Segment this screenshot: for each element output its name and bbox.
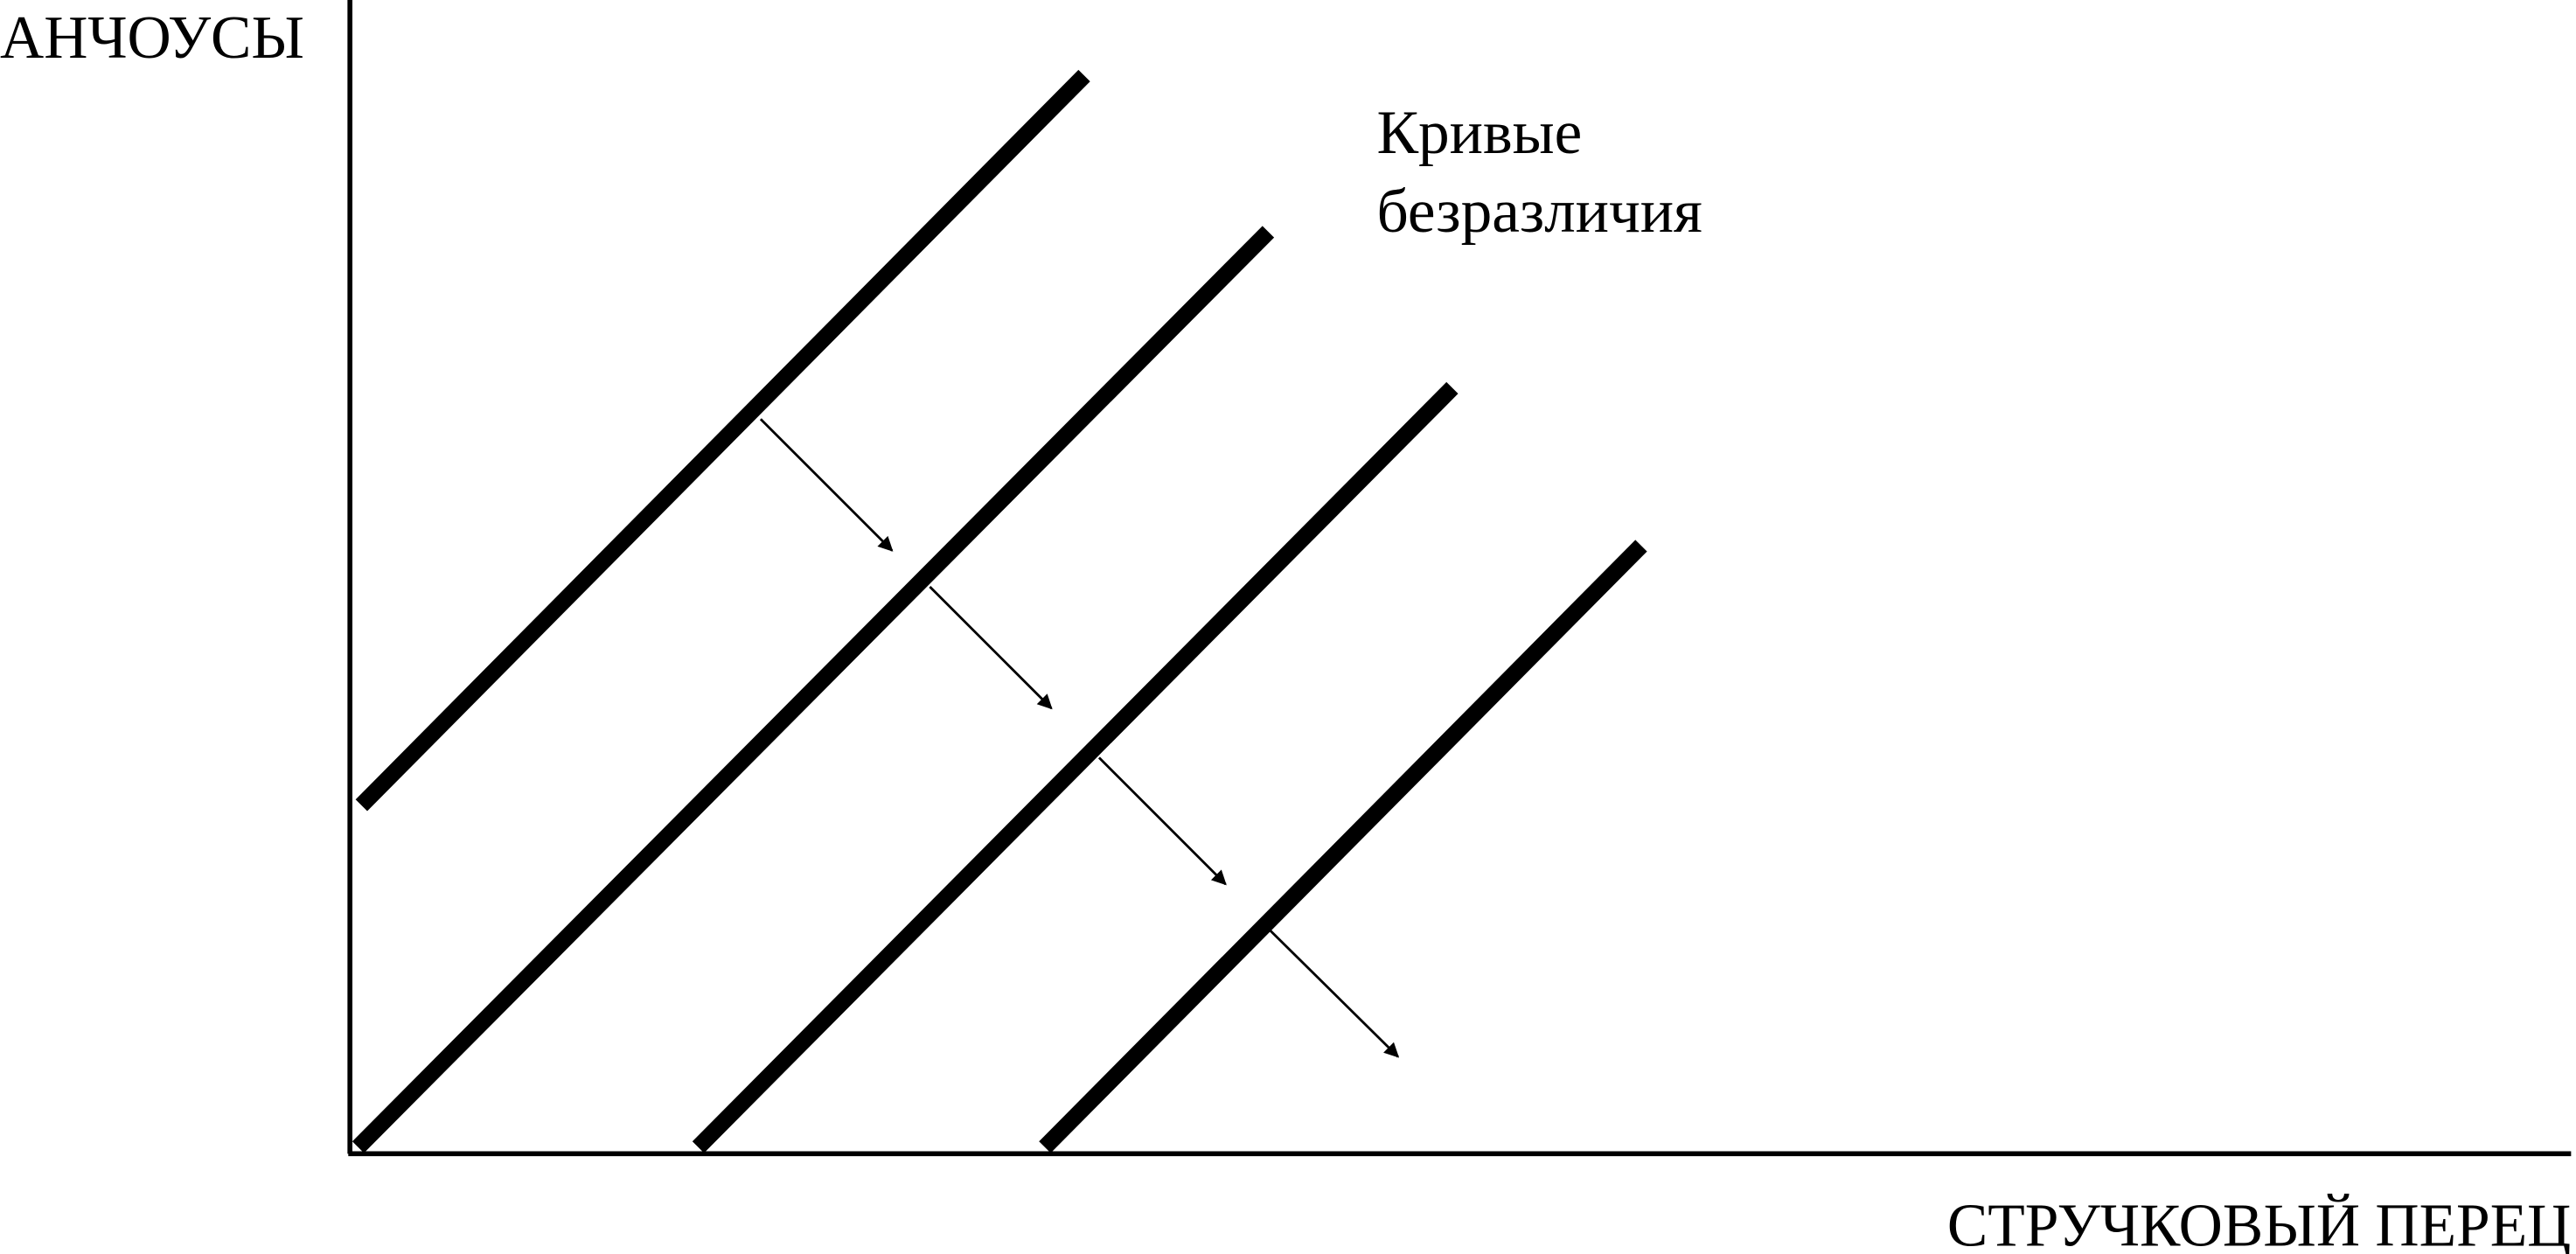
curve — [1039, 540, 1647, 1153]
curve — [355, 69, 1090, 812]
arrow — [1269, 929, 1400, 1058]
arrow — [1097, 756, 1227, 886]
curve — [352, 226, 1275, 1153]
shift-arrows — [759, 418, 1400, 1058]
annotation-line: Кривые — [1376, 98, 1582, 167]
arrow — [929, 585, 1053, 710]
y-axis-label: АНЧОУСЫ — [0, 4, 304, 72]
indifference-curves — [352, 69, 1647, 1153]
curve — [692, 381, 1459, 1153]
arrow — [759, 418, 894, 552]
annotation-line: безразличия — [1376, 177, 1702, 246]
x-axis-label: СТРУЧКОВЫЙ ПЕРЕЦ — [1947, 1193, 2571, 1254]
